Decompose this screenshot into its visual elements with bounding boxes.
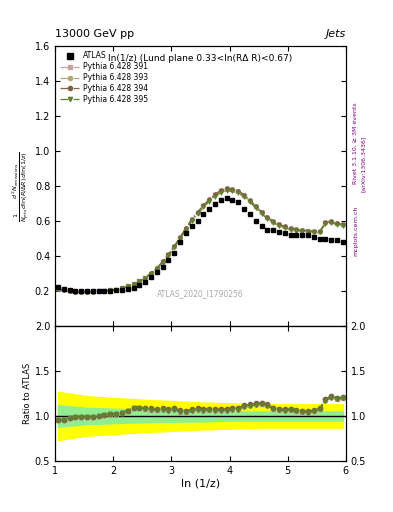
- Y-axis label: Ratio to ATLAS: Ratio to ATLAS: [23, 363, 32, 424]
- Y-axis label: $\frac{1}{N_\mathrm{jets}}\frac{d^2 N_\mathrm{emissions}}{d\ln(R/\Delta R)\,d\ln: $\frac{1}{N_\mathrm{jets}}\frac{d^2 N_\m…: [10, 151, 31, 222]
- Text: Jets: Jets: [325, 29, 346, 39]
- Legend: ATLAS, Pythia 6.428 391, Pythia 6.428 393, Pythia 6.428 394, Pythia 6.428 395: ATLAS, Pythia 6.428 391, Pythia 6.428 39…: [59, 50, 149, 105]
- Text: ATLAS_2020_I1790256: ATLAS_2020_I1790256: [157, 289, 244, 298]
- Text: [arXiv:1306.3436]: [arXiv:1306.3436]: [361, 136, 366, 192]
- X-axis label: ln (1/z): ln (1/z): [181, 478, 220, 488]
- Text: Rivet 3.1.10, ≥ 3M events: Rivet 3.1.10, ≥ 3M events: [353, 102, 358, 184]
- Text: mcplots.cern.ch: mcplots.cern.ch: [353, 205, 358, 255]
- Text: ln(1/z) (Lund plane 0.33<ln(RΔ R)<0.67): ln(1/z) (Lund plane 0.33<ln(RΔ R)<0.67): [108, 54, 292, 63]
- Text: 13000 GeV pp: 13000 GeV pp: [55, 29, 134, 39]
